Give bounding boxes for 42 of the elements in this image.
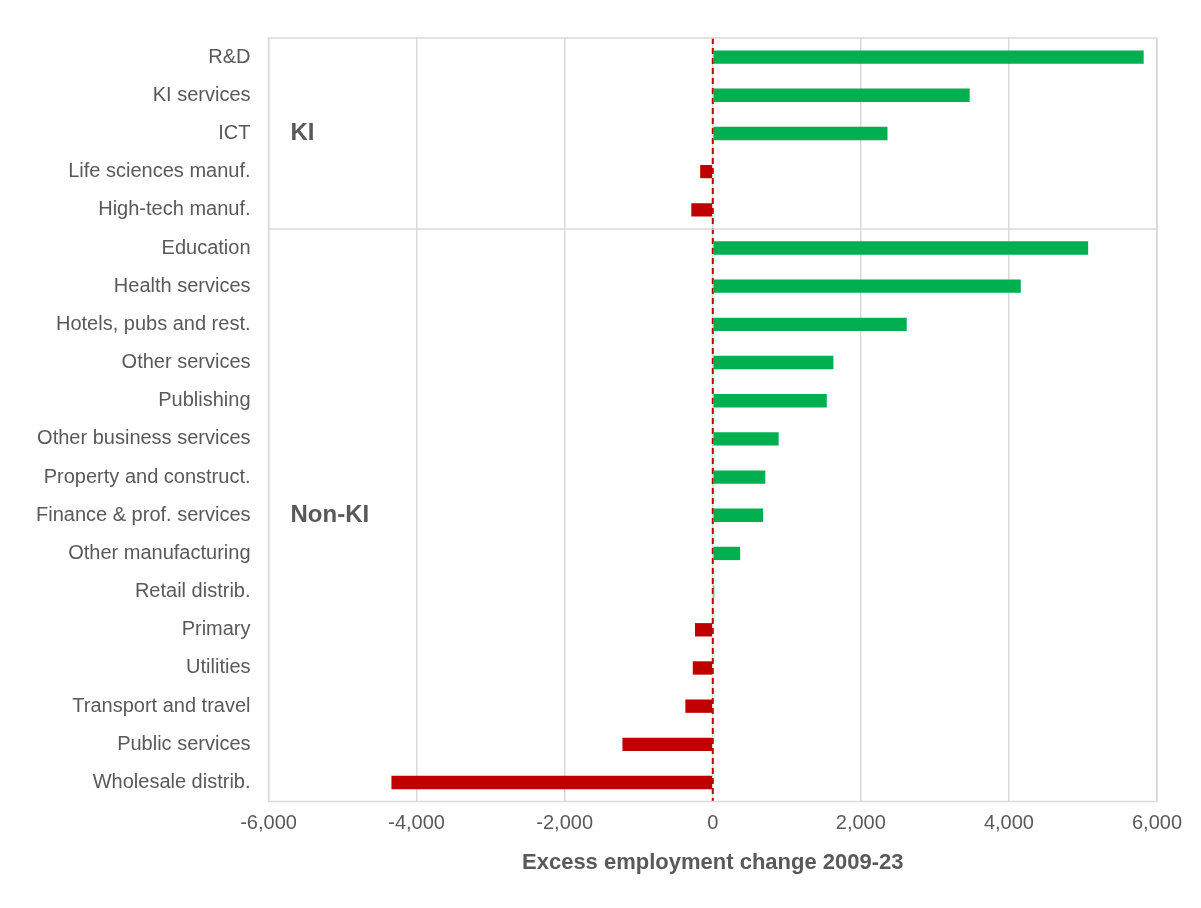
bar (713, 88, 970, 102)
y-tick-label: Education (161, 235, 251, 258)
bar (713, 50, 1144, 64)
y-tick-label: High-tech manuf. (98, 197, 251, 220)
x-tick-label: -2,000 (536, 811, 594, 834)
y-tick-label: ICT (218, 120, 251, 143)
y-tick-label: Publishing (158, 388, 251, 411)
y-tick-label: Finance & prof. services (36, 502, 251, 525)
y-tick-label: Life sciences manuf. (68, 159, 251, 182)
y-tick-label: Utilities (186, 655, 251, 678)
y-tick-label: Property and construct. (43, 464, 251, 487)
y-tick-label: Other services (121, 350, 251, 373)
bar (713, 508, 764, 522)
y-tick-label: Transport and travel (72, 693, 251, 716)
x-tick-label: 6,000 (1131, 811, 1183, 834)
x-axis-title: Excess employment change 2009-23 (522, 848, 904, 874)
x-tick-label: 4,000 (983, 811, 1034, 834)
x-tick-label: -4,000 (388, 811, 445, 834)
bar (713, 317, 907, 332)
bar (713, 241, 1089, 255)
annotation: Non-KI (290, 499, 370, 527)
y-tick-label: KI services (152, 82, 251, 105)
y-tick-label: Other manufacturing (68, 540, 251, 563)
x-tick-label: -6,000 (240, 811, 297, 834)
bar (713, 546, 741, 561)
annotation: KI (290, 118, 315, 146)
bar (713, 126, 888, 141)
y-tick-label: Hotels, pubs and rest. (55, 311, 251, 334)
bar (713, 470, 766, 484)
bar (713, 432, 779, 446)
bar (713, 279, 1021, 293)
x-tick-label: 0 (707, 811, 719, 834)
bar (713, 355, 834, 370)
y-tick-label: R&D (208, 44, 251, 67)
y-tick-label: Other business services (37, 426, 251, 449)
x-tick-label: 2,000 (835, 811, 886, 834)
y-tick-label: Wholesale distrib. (92, 770, 251, 793)
y-tick-label: Public services (117, 731, 251, 754)
y-tick-label: Primary (181, 617, 251, 640)
y-tick-label: Health services (113, 273, 251, 296)
y-tick-label: Retail distrib. (134, 579, 251, 602)
bar (713, 394, 827, 408)
